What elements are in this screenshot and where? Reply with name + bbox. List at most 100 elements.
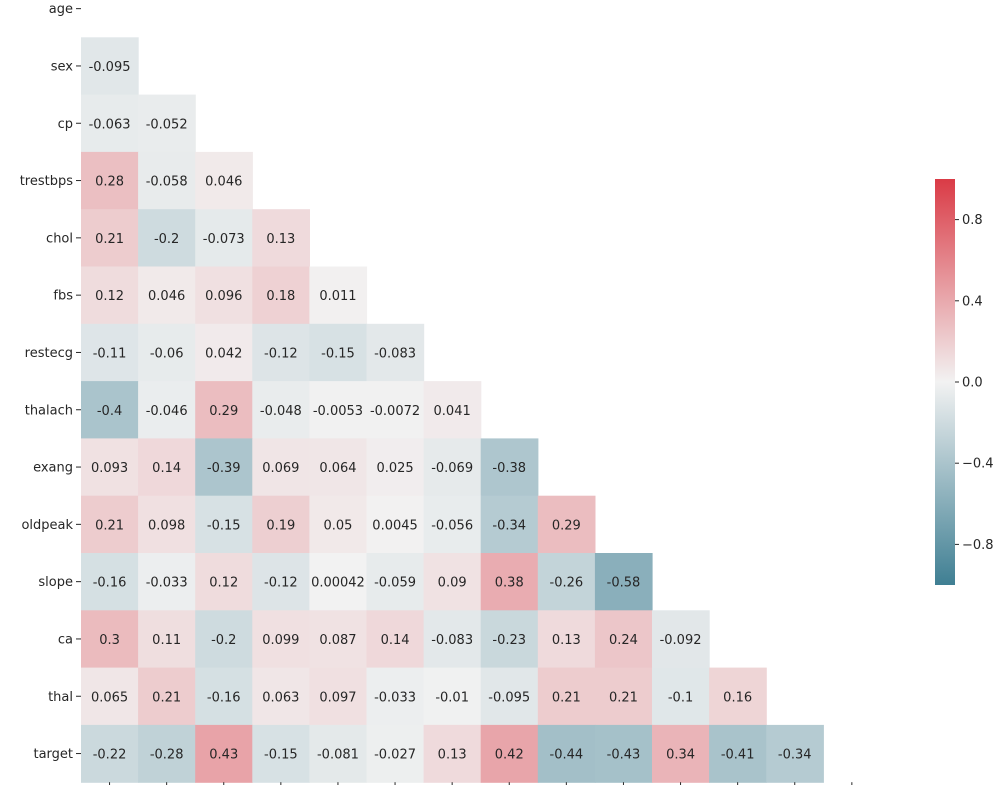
colorbar-tick-label: 0.4 [962,294,983,309]
heatmap-value-thalach-sex: -0.046 [146,404,188,419]
heatmap-cell-ca-slope [652,610,710,669]
heatmap-value-target-trestbps: -0.15 [264,748,298,763]
heatmap-value-trestbps-sex: -0.058 [146,175,188,190]
y-tick-label-target: target [33,747,73,762]
heatmap-value-restecg-sex: -0.06 [150,346,184,361]
heatmap-value-cp-age: -0.063 [89,117,131,132]
y-tick-label-exang: exang [33,461,73,476]
heatmap-cell-cp-age [81,94,139,153]
heatmap-value-thal-slope: -0.1 [668,690,693,705]
heatmap-cell-ca-exang [537,610,596,669]
heatmap-cell-ca-restecg [423,610,482,669]
heatmap-value-thal-sex: 0.21 [152,690,181,705]
heatmap-value-oldpeak-thalach: -0.34 [492,518,526,533]
heatmap-cell-thalach-chol [309,381,368,439]
heatmap-cell-restecg-sex [138,323,196,382]
heatmap-cell-fbs-age [81,266,139,325]
heatmap-value-ca-sex: 0.11 [152,633,181,648]
y-tick-label-slope: slope [38,575,73,590]
heatmap-cell-oldpeak-trestbps [252,495,310,554]
heatmap-value-fbs-chol: 0.011 [319,289,356,304]
heatmap-value-ca-trestbps: 0.099 [262,633,299,648]
heatmap-value-target-restecg: 0.13 [438,748,467,763]
colorbar-tick-label: 0.8 [962,213,983,228]
colorbar-tick-label: 0.0 [962,376,983,391]
y-tick-label-thal: thal [48,690,73,705]
heatmap-value-thal-ca: 0.16 [723,690,752,705]
heatmap-value-slope-fbs: -0.059 [374,576,416,591]
y-axis-labels: age sex cp trestbps chol fbs restecg thalach exa… [20,2,81,762]
heatmap-cell-cp-sex [138,94,196,153]
heatmap-value-slope-cp: 0.12 [209,576,238,591]
heatmap-value-fbs-age: 0.12 [95,289,124,304]
heatmap-cell-oldpeak-restecg [423,495,482,554]
heatmap-cell-target-restecg [423,724,482,783]
heatmap-value-ca-oldpeak: 0.24 [609,633,638,648]
y-tick-label-trestbps: trestbps [20,174,74,189]
heatmap-value-slope-trestbps: -0.12 [264,576,298,591]
heatmap-cell-fbs-chol [309,266,368,325]
heatmap-value-thal-cp: -0.16 [207,690,241,705]
heatmap-value-thal-age: 0.065 [91,690,128,705]
heatmap-value-exang-sex: 0.14 [152,461,181,476]
heatmap-cell-exang-thalach [480,438,539,497]
heatmap-cell-slope-restecg [423,553,482,611]
y-tick-label-thalach: thalach [25,403,73,418]
heatmap-cell-thalach-cp [195,381,253,439]
heatmap-value-oldpeak-cp: -0.15 [207,518,241,533]
heatmap-value-exang-chol: 0.064 [319,461,356,476]
heatmap-cell-thalach-sex [138,381,196,439]
heatmap-cell-slope-thalach [480,553,539,611]
heatmap-cell-fbs-sex [138,266,196,325]
heatmap-cell-target-fbs [366,724,425,783]
heatmap-cell-fbs-cp [195,266,253,325]
heatmap-value-oldpeak-sex: 0.098 [148,518,185,533]
heatmap-cell-restecg-fbs [366,323,425,382]
heatmap-cell-oldpeak-thalach [480,495,539,554]
heatmap-value-slope-thalach: 0.38 [495,576,524,591]
heatmap-value-slope-exang: -0.26 [550,576,584,591]
heatmap-cell-oldpeak-exang [537,495,596,554]
colorbar-tick-label: −0.8 [962,538,994,553]
heatmap-cell-thalach-restecg [423,381,482,439]
heatmap-value-thalach-chol: -0.0053 [313,404,363,419]
heatmap-cell-ca-chol [309,610,368,669]
heatmap-cell-target-exang [537,724,596,783]
heatmap-cell-chol-cp [195,209,253,268]
heatmap-value-trestbps-age: 0.28 [95,175,124,190]
heatmap-cell-chol-sex [138,209,196,268]
heatmap-value-exang-fbs: 0.025 [376,461,413,476]
heatmap-cell-chol-age [81,209,139,268]
heatmap-cell-oldpeak-cp [195,495,253,554]
heatmap-cell-ca-sex [138,610,196,669]
heatmap-value-ca-slope: -0.092 [660,633,702,648]
heatmap-cell-restecg-age [81,323,139,382]
heatmap-cell-ca-thalach [480,610,539,669]
heatmap-value-ca-restecg: -0.083 [431,633,473,648]
heatmap-value-target-thal: -0.34 [778,748,812,763]
heatmap-cell-thal-restecg [423,667,482,726]
heatmap-value-ca-age: 0.3 [99,633,120,648]
heatmap-cell-trestbps-age [81,151,139,210]
heatmap-value-thal-exang: 0.21 [552,690,581,705]
y-tick-label-cp: cp [58,117,73,132]
heatmap-value-target-fbs: -0.027 [374,748,416,763]
heatmap-cell-target-trestbps [252,724,310,783]
heatmap-cell-target-chol [309,724,368,783]
colorbar-gradient [935,179,955,585]
heatmap-cell-ca-fbs [366,610,425,669]
heatmap-cell-ca-cp [195,610,253,669]
heatmap-value-thal-restecg: -0.01 [435,690,469,705]
heatmap-value-chol-trestbps: 0.13 [266,232,295,247]
heatmap-value-exang-age: 0.093 [91,461,128,476]
heatmap-cell-slope-trestbps [252,553,310,611]
heatmap-value-oldpeak-chol: 0.05 [323,518,352,533]
heatmap-value-trestbps-cp: 0.046 [205,175,242,190]
heatmap-cell-slope-cp [195,553,253,611]
heatmap-value-sex-age: -0.095 [89,60,131,75]
heatmap-value-slope-oldpeak: -0.58 [607,576,641,591]
heatmap-cell-thal-thalach [480,667,539,726]
heatmap-value-ca-chol: 0.087 [319,633,356,648]
heatmap-cell-target-sex [138,724,196,783]
